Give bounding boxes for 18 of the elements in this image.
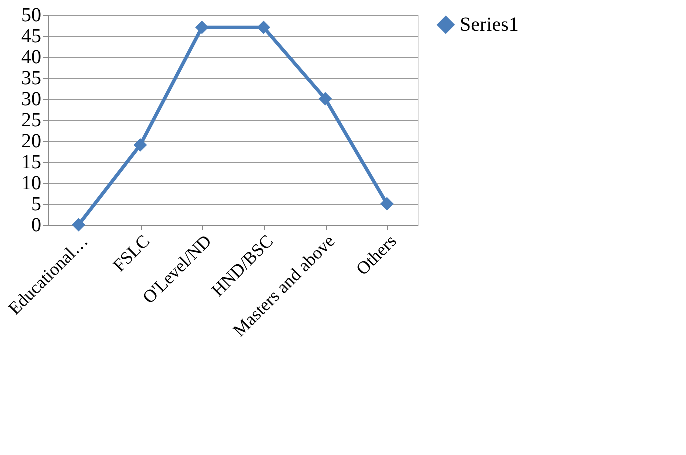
point — [257, 20, 271, 34]
y-tick-label: 30 — [22, 88, 42, 110]
y-tick-label: 5 — [32, 194, 42, 216]
y-tick-label: 35 — [22, 68, 42, 90]
point — [195, 20, 209, 34]
y-tick-label: 50 — [22, 4, 42, 26]
y-tick-label: 10 — [22, 172, 42, 194]
y-tick-label: 45 — [22, 26, 42, 48]
point — [380, 197, 394, 211]
legend-label: Series1 — [460, 14, 519, 36]
y-tick-label: 25 — [22, 110, 42, 132]
y-tick-label: 0 — [32, 214, 42, 236]
y-tick-label: 15 — [22, 152, 42, 174]
point — [318, 92, 332, 106]
y-tick-label: 20 — [22, 130, 42, 152]
point — [72, 218, 86, 232]
point — [134, 138, 148, 152]
y-tick-label: 40 — [22, 46, 42, 68]
